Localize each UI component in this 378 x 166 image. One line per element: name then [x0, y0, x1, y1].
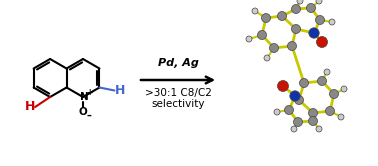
Circle shape	[274, 109, 280, 115]
Circle shape	[297, 0, 303, 4]
Circle shape	[316, 37, 327, 47]
Text: –: –	[86, 111, 91, 121]
Text: H: H	[115, 84, 125, 97]
Circle shape	[309, 28, 319, 38]
Text: Pd, Ag: Pd, Ag	[158, 58, 198, 68]
Circle shape	[318, 77, 327, 85]
Circle shape	[308, 109, 318, 118]
Circle shape	[316, 126, 322, 132]
Text: selectivity: selectivity	[151, 99, 205, 109]
Text: H: H	[25, 100, 35, 114]
Circle shape	[330, 89, 339, 98]
Circle shape	[325, 107, 335, 116]
Circle shape	[291, 126, 297, 132]
Circle shape	[329, 19, 335, 25]
Circle shape	[290, 91, 300, 101]
Circle shape	[341, 86, 347, 92]
Circle shape	[299, 79, 308, 87]
Circle shape	[294, 95, 304, 105]
Text: O: O	[79, 107, 87, 117]
Circle shape	[277, 81, 288, 91]
Circle shape	[264, 55, 270, 61]
Circle shape	[246, 36, 252, 42]
Circle shape	[307, 3, 316, 12]
Circle shape	[316, 15, 324, 25]
Circle shape	[324, 69, 330, 75]
Circle shape	[277, 11, 287, 20]
Text: N: N	[80, 92, 88, 102]
Circle shape	[308, 117, 318, 125]
Circle shape	[338, 114, 344, 120]
Circle shape	[252, 8, 258, 14]
Circle shape	[291, 4, 301, 13]
Circle shape	[316, 0, 322, 4]
Text: +: +	[87, 88, 93, 97]
Circle shape	[285, 106, 293, 115]
Circle shape	[291, 25, 301, 34]
Circle shape	[257, 31, 266, 40]
Circle shape	[262, 13, 271, 23]
Circle shape	[288, 42, 296, 50]
Circle shape	[270, 43, 279, 52]
Circle shape	[293, 118, 302, 126]
Text: >30:1 C8/C2: >30:1 C8/C2	[144, 88, 211, 98]
